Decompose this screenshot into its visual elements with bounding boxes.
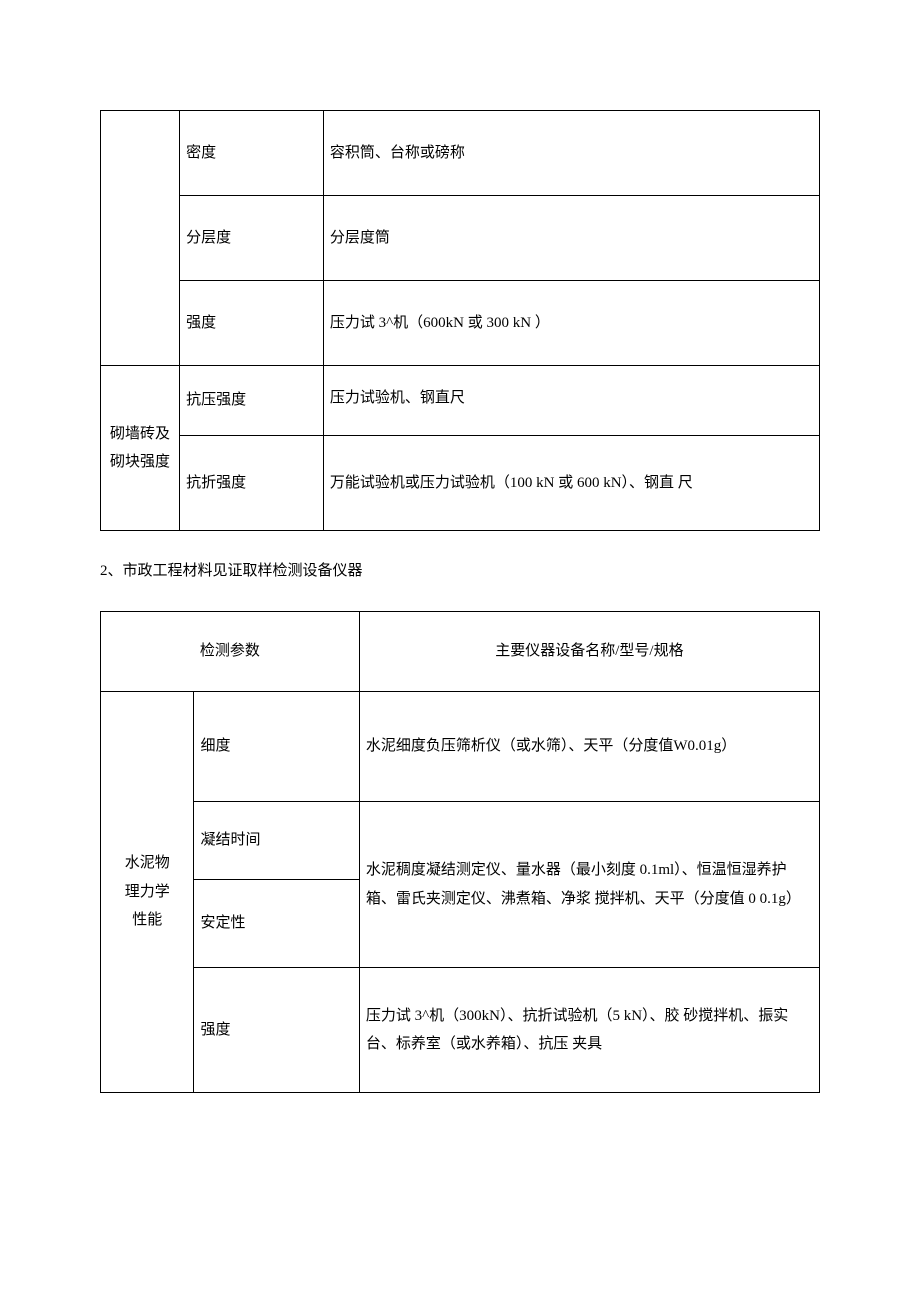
header-col1: 检测参数 <box>101 612 360 692</box>
table-row: 凝结时间 水泥稠度凝结测定仪、量水器（最小刻度 0.1ml）、恒温恒湿养护箱、雷… <box>101 802 820 880</box>
section-2-title: 2、市政工程材料见证取样检测设备仪器 <box>100 559 820 583</box>
cell-param: 凝结时间 <box>194 802 359 880</box>
table-header-row: 检测参数 主要仪器设备名称/型号/规格 <box>101 612 820 692</box>
table-row: 砌墙砖及砌块强度 抗压强度 压力试验机、钢直尺 <box>101 366 820 436</box>
table-row: 分层度 分层度筒 <box>101 196 820 281</box>
table-row: 抗折强度 万能试验机或压力试验机（100 kN 或 600 kN）、钢直 尺 <box>101 436 820 531</box>
table-row: 强度 压力试 3^机（300kN）、抗折试验机（5 kN）、胶 砂搅拌机、振实台… <box>101 968 820 1093</box>
table-row: 水泥物理力学性能 细度 水泥细度负压筛析仪（或水筛）、天平（分度值W0.01g） <box>101 692 820 802</box>
cell-equip: 压力试验机、钢直尺 <box>323 366 819 436</box>
cell-category-brick: 砌墙砖及砌块强度 <box>101 366 180 531</box>
cell-param: 安定性 <box>194 880 359 968</box>
cell-equip: 万能试验机或压力试验机（100 kN 或 600 kN）、钢直 尺 <box>323 436 819 531</box>
cell-param: 密度 <box>180 111 324 196</box>
cell-equip: 压力试 3^机（600kN 或 300 kN ） <box>323 281 819 366</box>
cell-category-blank <box>101 111 180 366</box>
cell-equip: 水泥细度负压筛析仪（或水筛）、天平（分度值W0.01g） <box>359 692 819 802</box>
cell-equip: 分层度筒 <box>323 196 819 281</box>
cell-equip: 压力试 3^机（300kN）、抗折试验机（5 kN）、胶 砂搅拌机、振实台、标养… <box>359 968 819 1093</box>
cell-param: 抗压强度 <box>180 366 324 436</box>
table-row: 强度 压力试 3^机（600kN 或 300 kN ） <box>101 281 820 366</box>
cell-category-cement: 水泥物理力学性能 <box>101 692 194 1093</box>
cell-param: 强度 <box>194 968 359 1093</box>
cell-param: 分层度 <box>180 196 324 281</box>
cell-param: 细度 <box>194 692 359 802</box>
header-col2: 主要仪器设备名称/型号/规格 <box>359 612 819 692</box>
cell-param: 强度 <box>180 281 324 366</box>
cell-equip-merged: 水泥稠度凝结测定仪、量水器（最小刻度 0.1ml）、恒温恒湿养护箱、雷氏夹测定仪… <box>359 802 819 968</box>
table-row: 密度 容积筒、台称或磅称 <box>101 111 820 196</box>
table-equipment-1: 密度 容积筒、台称或磅称 分层度 分层度筒 强度 压力试 3^机（600kN 或… <box>100 110 820 531</box>
cell-equip: 容积筒、台称或磅称 <box>323 111 819 196</box>
table-equipment-2: 检测参数 主要仪器设备名称/型号/规格 水泥物理力学性能 细度 水泥细度负压筛析… <box>100 611 820 1093</box>
cell-param: 抗折强度 <box>180 436 324 531</box>
